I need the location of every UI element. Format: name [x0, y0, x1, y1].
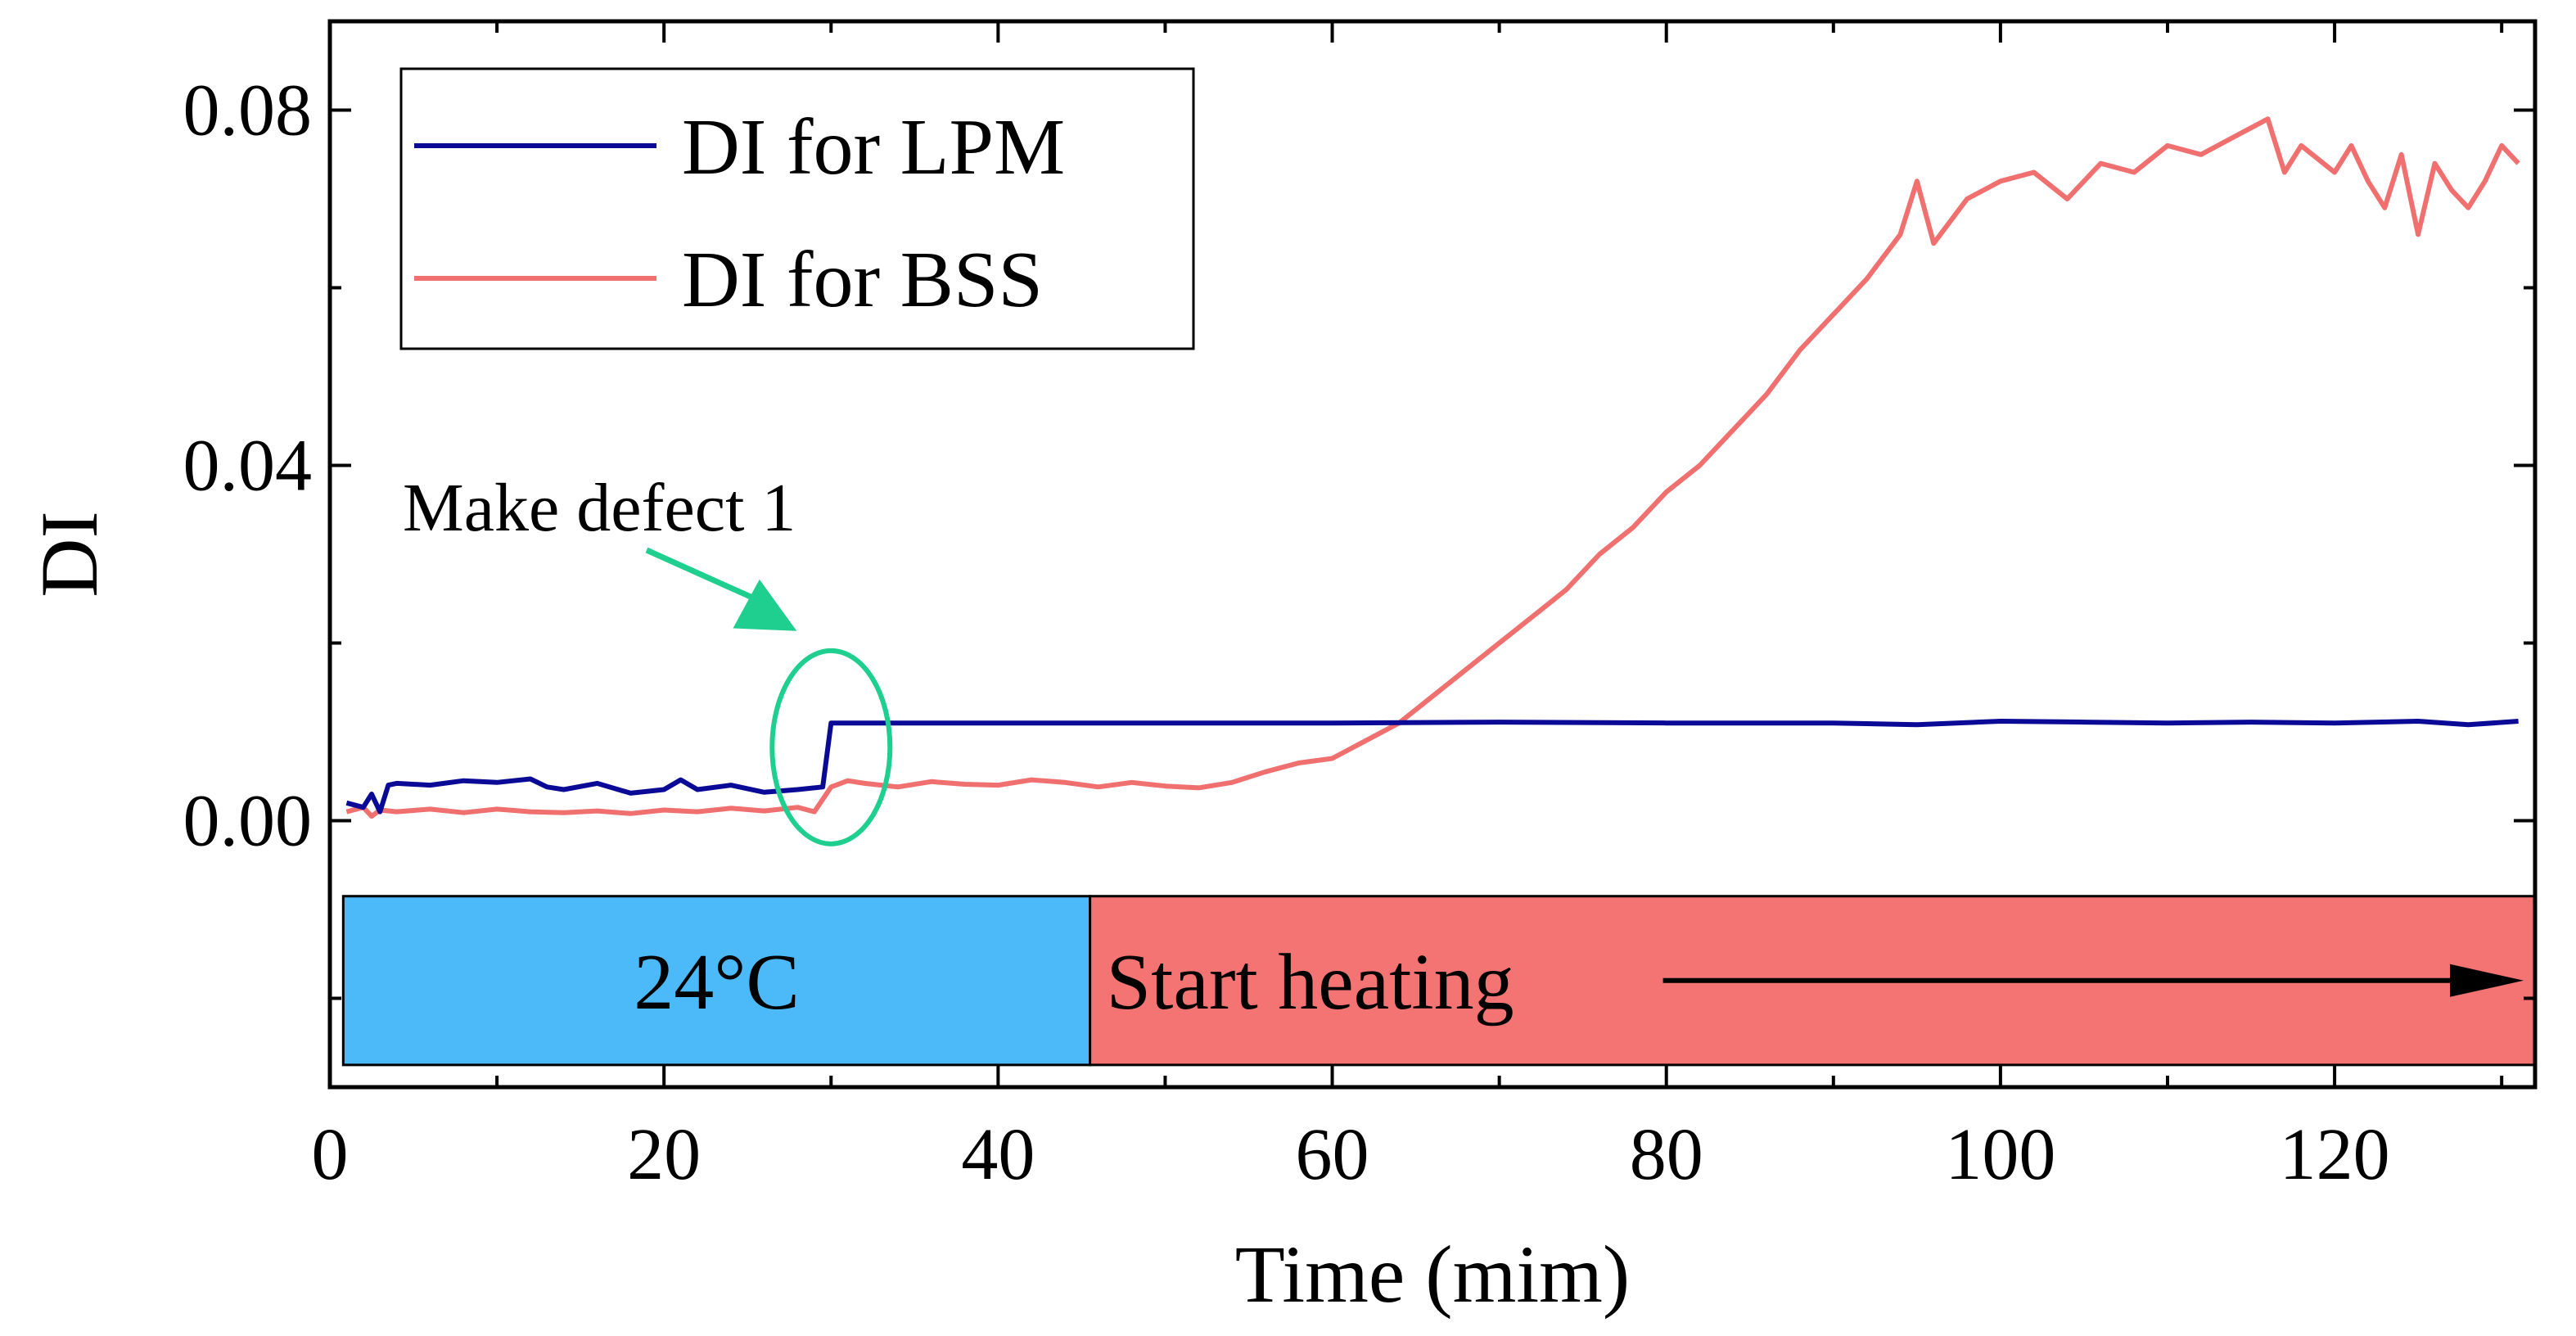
y-tick-label: 0.00 [183, 781, 313, 862]
series-layer [345, 116, 2520, 819]
x-tick-label: 40 [961, 1114, 1035, 1195]
y-axis-label: DI [24, 511, 115, 598]
legend-bss-label: DI for BSS [682, 236, 1043, 324]
phase-bar: 24°C Start heating [341, 895, 2537, 1067]
defect-ellipse [769, 648, 893, 846]
defect-annotation: Make defect 1 [403, 470, 893, 846]
ticks [328, 21, 2535, 1087]
axes: 0 20 40 60 80 100 120 0.00 0.04 0.08 Time (mim) D… [24, 19, 2538, 1320]
series-line-bss [345, 116, 2520, 819]
x-tick-label: 120 [2280, 1114, 2390, 1195]
x-tick-label: 0 [312, 1114, 349, 1195]
phase-heating-label: Start heating [1107, 938, 1514, 1027]
y-tick-label: 0.08 [183, 70, 313, 151]
defect-arrow-head [733, 579, 797, 631]
x-tick-label: 20 [627, 1114, 701, 1195]
legend: DI for LPM DI for BSS [399, 67, 1195, 350]
x-tick-label: 60 [1296, 1114, 1369, 1195]
legend-box [399, 67, 1195, 350]
series-line-lpm [345, 719, 2519, 815]
plot-frame [327, 19, 2538, 1090]
tick-labels: 0 20 40 60 80 100 120 0.00 0.04 0.08 [183, 70, 2390, 1196]
x-tick-label: 100 [1945, 1114, 2055, 1195]
y-tick-label: 0.04 [183, 426, 313, 507]
legend-lpm-label: DI for LPM [682, 103, 1065, 192]
heating-arrow-head [2450, 964, 2524, 997]
x-tick-label: 80 [1630, 1114, 1703, 1195]
phase-room-temp-segment [341, 895, 1092, 1067]
x-axis-label: Time (mim) [1235, 1229, 1630, 1320]
defect-label: Make defect 1 [403, 470, 796, 546]
phase-room-temp-label: 24°C [634, 938, 800, 1027]
